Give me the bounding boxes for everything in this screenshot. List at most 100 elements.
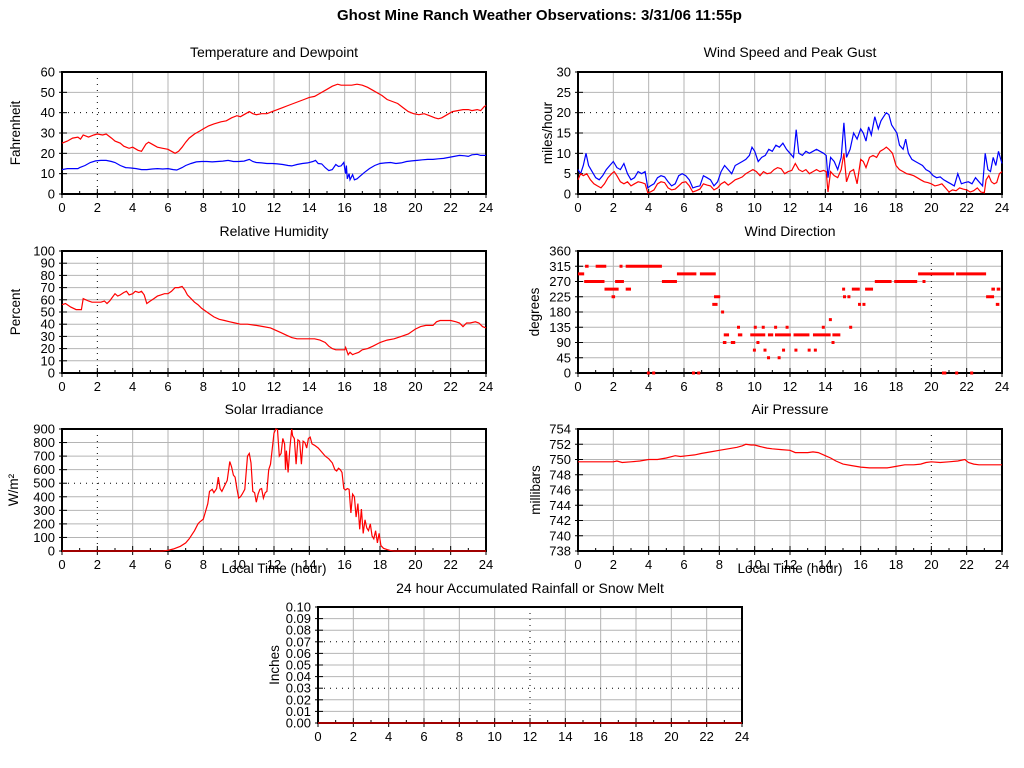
y-tick-label: 0.05	[286, 658, 311, 673]
y-tick-label: 0.04	[286, 669, 311, 684]
x-tick-label: 2	[94, 379, 101, 394]
x-tick-label: 14	[302, 200, 316, 215]
y-tick-label: 0.10	[286, 600, 311, 615]
y-tick-label: 500	[33, 476, 55, 491]
x-tick-label: 18	[889, 557, 903, 572]
chart-title-air-pressure: Air Pressure	[751, 401, 829, 417]
y-tick-label: 748	[549, 467, 571, 482]
x-tick-label: 10	[747, 200, 761, 215]
y-tick-label: 100	[33, 530, 55, 545]
y-tick-label: 225	[549, 289, 571, 304]
solar-irradiance-plot: 0 2 4 6 8 10 12 14 16 18 20 22 240100200300400500600…	[33, 422, 493, 573]
y-tick-label: 10	[41, 353, 55, 368]
relative-humidity-plot: 0 2 4 6 8 10 12 14 16 18 20 22 240102030405060708090…	[33, 244, 493, 395]
x-tick-label: 14	[818, 557, 832, 572]
x-tick-label: 8	[200, 379, 207, 394]
y-tick-label: 600	[33, 462, 55, 477]
y-tick-label: 135	[549, 320, 571, 335]
y-tick-label: 0.07	[286, 634, 311, 649]
x-tick-label: 6	[164, 557, 171, 572]
x-tick-label: 20	[924, 200, 938, 215]
x-tick-label: 16	[853, 557, 867, 572]
x-tick-label: 18	[373, 557, 387, 572]
y-tick-label: 900	[33, 422, 55, 437]
y-tick-label: 744	[549, 498, 571, 513]
x-tick-label: 22	[699, 729, 713, 744]
x-tick-label: 20	[408, 200, 422, 215]
y-tick-label: 100	[33, 244, 55, 259]
y-tick-label: 25	[557, 85, 571, 100]
y-tick-label: 180	[549, 305, 571, 320]
x-tick-label: 20	[408, 379, 422, 394]
x-tick-label: 24	[995, 200, 1009, 215]
x-tick-label: 0	[58, 557, 65, 572]
x-tick-label: 16	[593, 729, 607, 744]
x-tick-label: 16	[337, 557, 351, 572]
y-tick-label: 0	[48, 366, 55, 381]
x-tick-label: 8	[716, 557, 723, 572]
x-tick-label: 14	[558, 729, 572, 744]
chart-title-wind-speed-gust: Wind Speed and Peak Gust	[703, 44, 877, 60]
x-tick-label: 6	[164, 200, 171, 215]
y-tick-label: 754	[549, 422, 571, 437]
y-tick-label: 746	[549, 483, 571, 498]
x-tick-label: 6	[164, 379, 171, 394]
x-tick-label: 22	[959, 557, 973, 572]
x-tick-label: 12	[783, 200, 797, 215]
y-tick-label: 360	[549, 244, 571, 259]
chart-title-solar-irradiance: Solar Irradiance	[224, 401, 324, 417]
x-tick-label: 16	[853, 379, 867, 394]
y-tick-label: 90	[41, 256, 55, 271]
x-tick-label: 24	[479, 200, 493, 215]
x-axis-label-local-time-right: Local Time (hour)	[737, 561, 843, 576]
y-tick-label: 400	[33, 489, 55, 504]
x-tick-label: 16	[337, 200, 351, 215]
y-tick-label: 45	[557, 350, 571, 365]
y-tick-label: 10	[557, 146, 571, 161]
y-tick-label: 80	[41, 268, 55, 283]
wind-direction-plot: 0 2 4 6 8 10 12 14 16 18 20 22 240459013518022527031…	[549, 244, 1009, 395]
x-tick-label: 10	[747, 379, 761, 394]
x-tick-label: 10	[231, 200, 245, 215]
y-tick-label: 20	[557, 105, 571, 120]
y-tick-label: 40	[41, 105, 55, 120]
y-tick-label: 0	[48, 544, 55, 559]
y-tick-label: 0	[564, 366, 571, 381]
x-tick-label: 20	[924, 557, 938, 572]
x-tick-label: 20	[408, 557, 422, 572]
y-tick-label: 30	[557, 65, 571, 80]
x-tick-label: 20	[664, 729, 678, 744]
x-tick-label: 14	[818, 379, 832, 394]
x-tick-label: 4	[129, 200, 136, 215]
y-tick-label: 20	[41, 146, 55, 161]
x-tick-label: 8	[716, 200, 723, 215]
y-tick-label: 200	[33, 516, 55, 531]
x-tick-label: 10	[231, 379, 245, 394]
y-tick-label: 0.06	[286, 646, 311, 661]
x-tick-label: 22	[959, 200, 973, 215]
y-tick-label: 40	[41, 317, 55, 332]
y-tick-label: 752	[549, 437, 571, 452]
y-tick-label: 740	[549, 528, 571, 543]
y-tick-label: 60	[41, 292, 55, 307]
x-tick-label: 18	[629, 729, 643, 744]
rainfall-plot: 0 2 4 6 8 10 12 14 16 18 20 22 240.000.010.020.030.0…	[286, 600, 750, 745]
x-tick-label: 22	[443, 200, 457, 215]
y-tick-label: 60	[41, 65, 55, 80]
y-tick-label: 0.08	[286, 623, 311, 638]
x-tick-label: 18	[889, 379, 903, 394]
x-tick-label: 4	[385, 729, 392, 744]
x-tick-label: 12	[267, 200, 281, 215]
chart-title-wind-direction: Wind Direction	[744, 223, 836, 239]
y-tick-label: 5	[564, 166, 571, 181]
y-tick-label: 742	[549, 513, 571, 528]
x-tick-label: 10	[487, 729, 501, 744]
x-tick-label: 22	[443, 557, 457, 572]
x-tick-label: 8	[716, 379, 723, 394]
x-tick-label: 8	[200, 200, 207, 215]
x-tick-label: 12	[783, 379, 797, 394]
x-tick-label: 0	[574, 379, 581, 394]
x-tick-label: 14	[302, 557, 316, 572]
x-tick-label: 10	[231, 557, 245, 572]
